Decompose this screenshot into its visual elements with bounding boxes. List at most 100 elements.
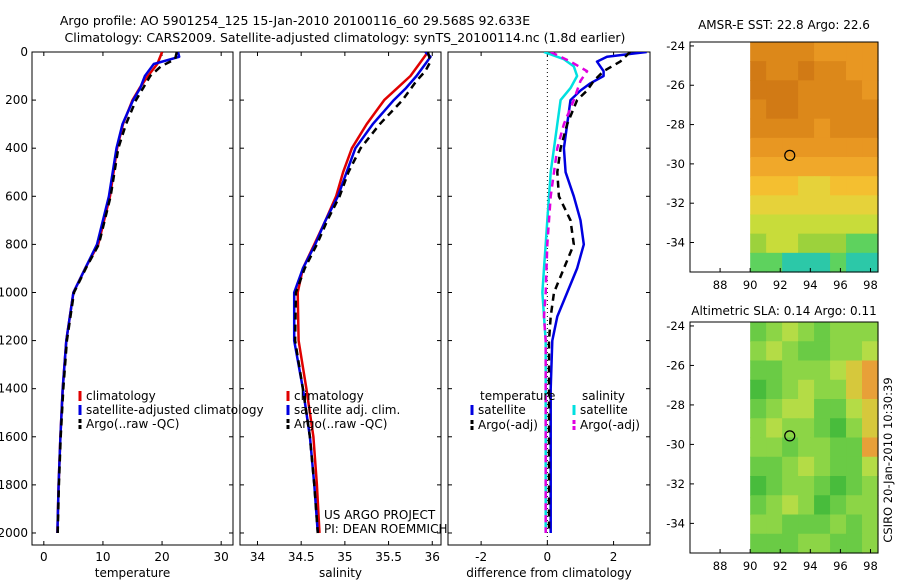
- sla_map-xtick-label: 94: [803, 559, 818, 573]
- sst_map-cell: [814, 61, 831, 81]
- depth-tick-label: 1000: [0, 285, 28, 299]
- sst_map-cell: [782, 118, 799, 139]
- sla_map-cell: [750, 379, 767, 400]
- sla_map-cell: [782, 379, 799, 400]
- sst_map-cell: [750, 176, 767, 196]
- sla_map-cell: [814, 322, 831, 342]
- sst_map-cell: [814, 176, 831, 196]
- sst_map-cell: [830, 214, 847, 235]
- sst_map-cell: [830, 80, 847, 101]
- sla_map-ytick-label: -34: [666, 516, 685, 530]
- sst_map-cell: [846, 176, 863, 196]
- sla_map-cell: [782, 437, 799, 458]
- sla_map-cell: [782, 341, 799, 362]
- legend-label-salinity_argo: Argo(-adj): [580, 418, 640, 432]
- salinity-xtick-label: 36: [425, 550, 440, 564]
- sst_map-cell: [862, 99, 879, 120]
- sst_map-cell: [750, 214, 767, 235]
- sst_map-cell: [862, 176, 879, 196]
- salinity-xtick-label: 35: [337, 550, 352, 564]
- sst_map-cell: [798, 195, 815, 216]
- sla_map-cell: [862, 360, 879, 381]
- series-line-argo-raw-qc-: [293, 52, 432, 534]
- sla_map-cell: [798, 456, 815, 477]
- sst_map-cell: [798, 252, 815, 273]
- sla_map-cell: [750, 476, 767, 496]
- sla_map-cell: [782, 322, 799, 342]
- sla_map-cell: [798, 418, 815, 439]
- sla_map-cell: [814, 495, 831, 516]
- sla_map-cell: [766, 533, 783, 554]
- sla_map-cell: [862, 437, 879, 458]
- sla_map-cell: [798, 437, 815, 458]
- sst_map-cell: [766, 157, 783, 177]
- sla_map-ytick-label: -24: [666, 319, 685, 333]
- figure-title-line1: Argo profile: AO 5901254_125 15-Jan-2010…: [60, 13, 530, 28]
- sst_map-cell: [750, 195, 767, 216]
- temperature-axes-box: [31, 51, 234, 546]
- sst_map-cell: [814, 157, 831, 177]
- sst_map-cell: [846, 137, 863, 158]
- sla_map-xtick-label: 92: [773, 559, 788, 573]
- sst_map-cell: [766, 233, 783, 254]
- sst_map-cell: [782, 195, 799, 216]
- sla_map-cell: [846, 379, 863, 400]
- difference-xtick-label: 0: [544, 550, 552, 564]
- sla_map-cell: [814, 533, 831, 554]
- sla_map-cell: [766, 360, 783, 381]
- sst_map-cell: [766, 42, 783, 62]
- sla_map-cell: [750, 418, 767, 439]
- sst_map-cell: [750, 61, 767, 81]
- sla_map-cell: [846, 495, 863, 516]
- sst_map-cell: [798, 214, 815, 235]
- sla_map-cell: [750, 495, 767, 516]
- sla_map-cell: [846, 418, 863, 439]
- sla_map-cell: [830, 456, 847, 477]
- legend-label-satellite: satellite-adjusted climatology: [86, 403, 264, 417]
- sla_map-cell: [862, 322, 879, 342]
- sla_map-cell: [766, 437, 783, 458]
- sla_map-cell: [766, 514, 783, 535]
- figure-title-line2: Climatology: CARS2009. Satellite-adjuste…: [65, 30, 626, 45]
- sla-map-panel: Altimetric SLA: 0.14 Argo: 0.11 88 90 92 94 9…: [666, 304, 879, 573]
- sst_map-cell: [830, 99, 847, 120]
- sst_map-cell: [846, 80, 863, 101]
- sla_map-cell: [766, 456, 783, 477]
- sst_map-cell: [766, 118, 783, 139]
- sst_map-cell: [846, 233, 863, 254]
- depth-tick-label: 1200: [0, 334, 28, 348]
- sla_map-cell: [798, 476, 815, 496]
- sst_map-cell: [846, 214, 863, 235]
- series-line-temperature-satellite: [549, 52, 647, 533]
- sla_map-cell: [862, 379, 879, 400]
- sla_map-cell: [750, 322, 767, 342]
- sst_map-cell: [766, 252, 783, 273]
- sla_map-cell: [766, 379, 783, 400]
- sst_map-ytick-label: -24: [666, 39, 685, 53]
- sst_map-cell: [846, 157, 863, 177]
- salinity-xtick-label: 34.5: [288, 550, 315, 564]
- sst_map-cell: [862, 233, 879, 254]
- sst_map-cell: [862, 157, 879, 177]
- sst_map-cell: [862, 137, 879, 158]
- sst_map-cell: [750, 42, 767, 62]
- sst_map-ytick-label: -32: [666, 196, 685, 210]
- sst_map-ytick-label: -30: [666, 157, 685, 171]
- sla_map-cell: [798, 514, 815, 535]
- sst_map-xtick-label: 94: [803, 278, 818, 292]
- sla_map-cell: [830, 437, 847, 458]
- sla_map-cell: [798, 495, 815, 516]
- salinity-panel: 34 34.5 35 35.5 36 salinity climatologysatelli…: [239, 51, 447, 580]
- sla_map-cell: [814, 514, 831, 535]
- sla_map-cell: [782, 360, 799, 381]
- temperature-panel: 0 10 20 30 temperature 0 200 400 600 800 1000 1200 1…: [0, 45, 264, 580]
- sla_map-argo-position-marker: [784, 430, 796, 442]
- sst_map-cell: [830, 176, 847, 196]
- depth-tick-label: 800: [5, 237, 28, 251]
- sla_map-cell: [766, 399, 783, 419]
- sla_map-cell: [862, 533, 879, 554]
- salinity-xtick-label: 35.5: [375, 550, 402, 564]
- sst_map-cell: [798, 137, 815, 158]
- sla_map-cell: [846, 476, 863, 496]
- sla_map-cell: [846, 533, 863, 554]
